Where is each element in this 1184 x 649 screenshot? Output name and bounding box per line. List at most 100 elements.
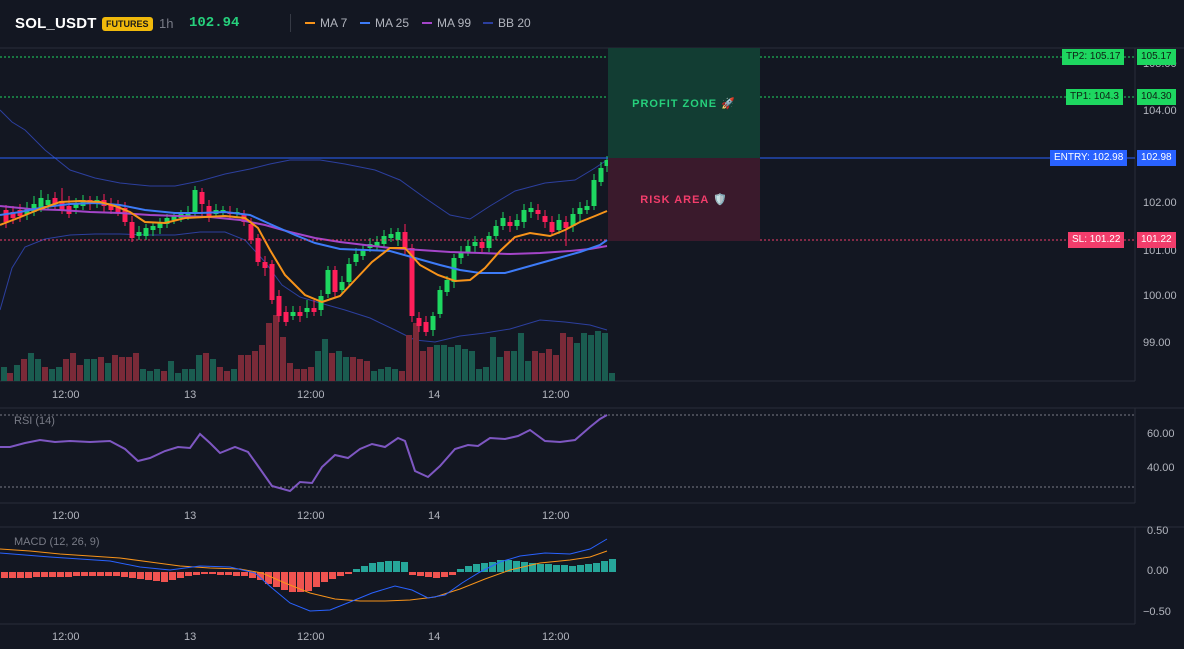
volume-bar bbox=[28, 353, 34, 381]
volume-bars bbox=[1, 315, 615, 381]
macd-title[interactable]: MACD (12, 26, 9) bbox=[14, 536, 100, 548]
macd-hist-bar bbox=[377, 562, 384, 572]
price-axis-label: 104.00 bbox=[1143, 105, 1177, 117]
macd-hist-bar bbox=[345, 572, 352, 574]
time-axis-label: 12:00 bbox=[52, 510, 80, 522]
volume-bar bbox=[476, 369, 482, 381]
profit-zone[interactable]: PROFIT ZONE 🚀 bbox=[608, 48, 760, 158]
candle-body bbox=[150, 226, 156, 230]
volume-bar bbox=[511, 351, 517, 381]
volume-bar bbox=[287, 363, 293, 381]
macd-hist-bar bbox=[609, 559, 616, 572]
macd-hist-bar bbox=[81, 572, 88, 576]
macd-hist-bar bbox=[217, 572, 224, 575]
macd-axis-label: 0.00 bbox=[1147, 565, 1169, 577]
macd-hist-bar bbox=[457, 569, 464, 572]
macd-hist-bar bbox=[441, 572, 448, 577]
last-price: 102.94 bbox=[189, 15, 240, 31]
macd-hist-bar bbox=[169, 572, 176, 580]
volume-bar bbox=[532, 351, 538, 381]
legend-bb20[interactable]: BB 20 bbox=[483, 16, 531, 30]
volume-bar bbox=[224, 371, 230, 381]
macd-hist-bar bbox=[313, 572, 320, 587]
macd-signal-line bbox=[0, 548, 608, 602]
candle-body bbox=[3, 210, 9, 222]
sl-axis-tag: 101.22 bbox=[1137, 232, 1176, 248]
volume-bar bbox=[588, 335, 594, 381]
volume-bar bbox=[266, 323, 272, 381]
macd-hist-bar bbox=[129, 572, 136, 578]
candle-body bbox=[528, 208, 534, 212]
candle-body bbox=[115, 206, 121, 212]
tp2-axis-tag: 105.17 bbox=[1137, 49, 1176, 65]
candle-body bbox=[486, 236, 492, 248]
macd-hist-bar bbox=[65, 572, 72, 577]
rsi-title[interactable]: RSI (14) bbox=[14, 415, 55, 427]
volume-bar bbox=[385, 367, 391, 381]
tp2-tag[interactable]: TP2: 105.17 bbox=[1062, 49, 1125, 65]
macd-hist-bar bbox=[569, 566, 576, 572]
macd-hist-bar bbox=[185, 572, 192, 576]
candle-body bbox=[122, 208, 128, 222]
volume-bar bbox=[203, 353, 209, 381]
macd-axis-label: 0.50 bbox=[1147, 525, 1169, 537]
ma99-line bbox=[0, 205, 608, 256]
macd-line bbox=[0, 538, 608, 612]
candle-body bbox=[577, 208, 583, 214]
macd-hist-bar bbox=[537, 564, 544, 572]
legend-ma25[interactable]: MA 25 bbox=[360, 16, 409, 30]
macd-hist-bar bbox=[489, 562, 496, 572]
volume-bar bbox=[322, 339, 328, 381]
macd-hist-bar bbox=[505, 560, 512, 572]
entry-tag[interactable]: ENTRY: 102.98 bbox=[1050, 150, 1128, 166]
volume-bar bbox=[336, 351, 342, 381]
candle-body bbox=[437, 290, 443, 314]
volume-bar bbox=[378, 369, 384, 381]
volume-bar bbox=[406, 335, 412, 381]
volume-bar bbox=[91, 359, 97, 381]
candle-body bbox=[479, 242, 485, 248]
sl-tag[interactable]: SL: 101.22 bbox=[1068, 232, 1125, 248]
macd-hist-bar bbox=[401, 562, 408, 572]
candle-body bbox=[38, 198, 44, 208]
candle-body bbox=[604, 160, 610, 166]
legend-ma99[interactable]: MA 99 bbox=[422, 16, 471, 30]
volume-bar bbox=[14, 365, 20, 381]
macd-hist-bar bbox=[585, 564, 592, 572]
timeframe-selector[interactable]: 1h bbox=[159, 16, 174, 31]
tp1-tag[interactable]: TP1: 104.3 bbox=[1066, 89, 1123, 105]
volume-bar bbox=[231, 369, 237, 381]
volume-bar bbox=[560, 333, 566, 381]
macd-hist-bar bbox=[17, 572, 24, 578]
macd-hist-bar bbox=[433, 572, 440, 578]
volume-bar bbox=[189, 369, 195, 381]
volume-bar bbox=[63, 359, 69, 381]
candle-body bbox=[199, 192, 205, 204]
volume-bar bbox=[168, 361, 174, 381]
volume-bar bbox=[581, 333, 587, 381]
volume-bar bbox=[84, 359, 90, 381]
volume-bar bbox=[434, 345, 440, 381]
candle-body bbox=[430, 316, 436, 330]
candle-body bbox=[423, 322, 429, 332]
volume-bar bbox=[42, 367, 48, 381]
time-axis-label: 13 bbox=[184, 631, 197, 643]
time-axis-label: 13 bbox=[184, 510, 197, 522]
candle-body bbox=[493, 226, 499, 236]
symbol-title[interactable]: SOL_USDT bbox=[15, 15, 97, 32]
time-axis-label: 14 bbox=[428, 510, 441, 522]
rsi-axis-label: 40.00 bbox=[1147, 462, 1175, 474]
macd-hist-bar bbox=[561, 565, 568, 572]
candle-body bbox=[549, 222, 555, 232]
macd-hist-bar bbox=[121, 572, 128, 577]
macd-hist-bar bbox=[161, 572, 168, 582]
macd-hist-bar bbox=[497, 560, 504, 572]
volume-bar bbox=[350, 357, 356, 381]
risk-area[interactable]: RISK AREA 🛡️ bbox=[608, 158, 760, 241]
volume-bar bbox=[154, 369, 160, 381]
volume-bar bbox=[238, 355, 244, 381]
volume-bar bbox=[595, 331, 601, 381]
legend-ma7[interactable]: MA 7 bbox=[305, 16, 347, 30]
volume-bar bbox=[301, 369, 307, 381]
